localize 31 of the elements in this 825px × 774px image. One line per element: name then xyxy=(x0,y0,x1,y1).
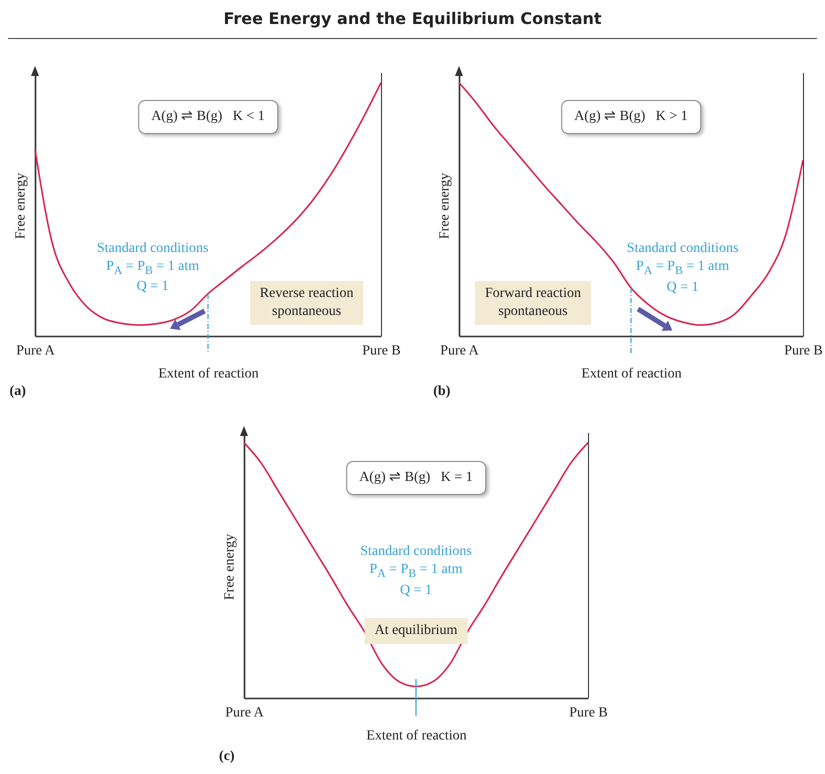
annotation: Reverse reaction spontaneous xyxy=(250,280,364,325)
annotation: Standard conditions xyxy=(96,240,208,258)
x-tick-label: Pure B xyxy=(569,706,608,720)
x-tick-label: Pure B xyxy=(784,344,823,358)
annotation: P$_{A}$ = P$_{B}$ = 1 atm xyxy=(636,258,730,279)
x-tick-label: Pure A xyxy=(225,706,265,720)
annotation: A(g) ⇌ B(g) K < 1 xyxy=(138,100,278,134)
text: (c) xyxy=(219,748,235,766)
annotation: Forward reaction spontaneous xyxy=(474,280,591,325)
text: (b) xyxy=(433,383,450,402)
annotation: Standard conditions xyxy=(360,543,472,562)
annotation: P$_{A}$ = P$_{B}$ = 1 atm xyxy=(106,258,200,279)
x-axis-title: Extent of reaction xyxy=(581,366,682,382)
text: (a) xyxy=(10,383,26,402)
annotation: P$_{A}$ = P$_{B}$ = 1 atm xyxy=(369,560,463,582)
y-axis-title: Free energy xyxy=(222,534,238,600)
x-tick-label: Pure B xyxy=(362,344,401,358)
x-axis-title: Extent of reaction xyxy=(366,728,467,744)
annotation: At equilibrium xyxy=(364,618,468,644)
y-axis-title: Free energy xyxy=(14,172,28,240)
chart-title: Free Energy and the Equilibrium Constant xyxy=(8,6,817,39)
annotation: Q = 1 xyxy=(400,582,432,600)
x-tick-label: Pure A xyxy=(440,344,480,358)
y-axis-title: Free energy xyxy=(438,172,452,240)
annotation: Standard conditions xyxy=(626,240,738,258)
annotation: Q = 1 xyxy=(666,278,699,297)
annotation: A(g) ⇌ B(g) K = 1 xyxy=(346,461,486,496)
x-tick-label: Pure A xyxy=(16,344,56,358)
annotation: A(g) ⇌ B(g) K > 1 xyxy=(561,100,701,134)
x-axis-title: Extent of reaction xyxy=(158,366,259,382)
annotation: Q = 1 xyxy=(136,278,169,296)
